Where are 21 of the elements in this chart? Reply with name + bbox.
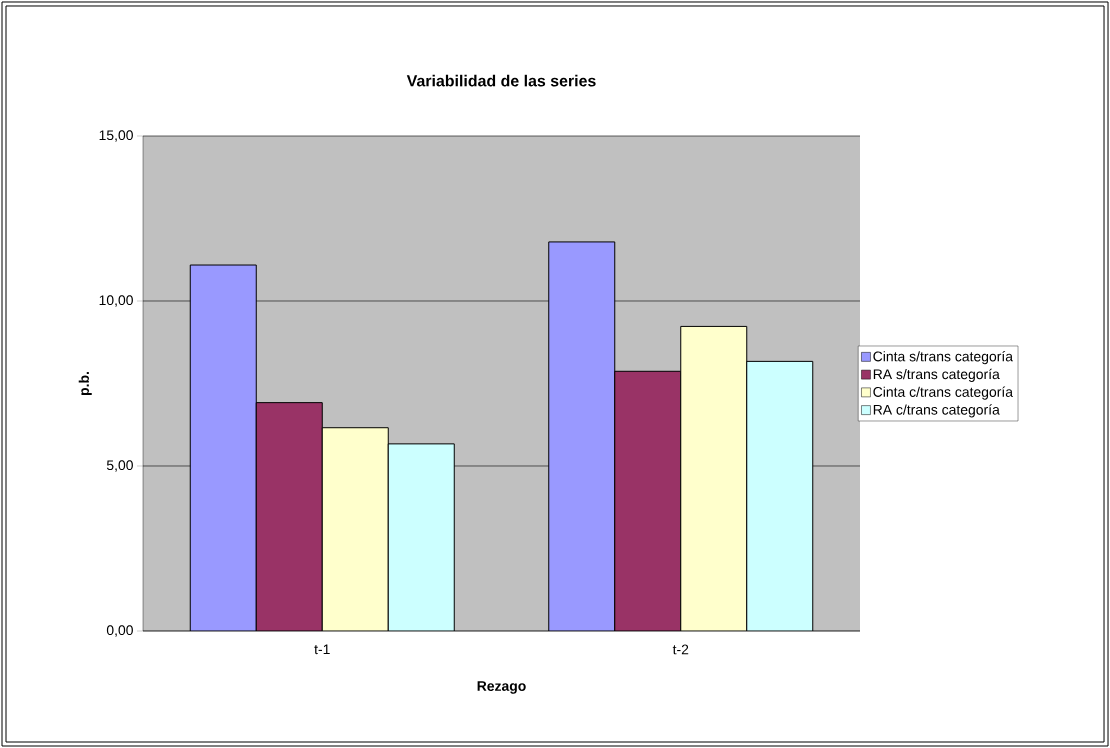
x-axis-title: Rezago [477, 681, 526, 694]
legend-label: Cinta c/trans categoría [873, 386, 1014, 400]
legend-label: RA s/trans categoría [873, 368, 1000, 382]
y-axis-title: p.b. [78, 372, 92, 395]
bar [746, 360, 814, 631]
y-tick-label: 0,00 [106, 625, 133, 637]
bar [387, 443, 455, 631]
legend-label: RA c/trans categoría [873, 404, 1000, 418]
bar [614, 370, 682, 631]
bar [680, 325, 748, 631]
bar [321, 427, 389, 631]
y-tick-label: 5,00 [106, 460, 133, 472]
bar [548, 241, 616, 631]
chart-title: Variabilidad de las series [406, 74, 596, 87]
x-tick-label: t-1 [314, 644, 330, 655]
bar [189, 264, 257, 631]
legend-label: Cinta s/trans categoría [873, 350, 1014, 365]
y-tick-label: 15,00 [99, 130, 133, 142]
bar [255, 402, 323, 631]
x-tick-label: t-2 [672, 644, 689, 655]
y-tick-label: 10,00 [99, 295, 133, 307]
